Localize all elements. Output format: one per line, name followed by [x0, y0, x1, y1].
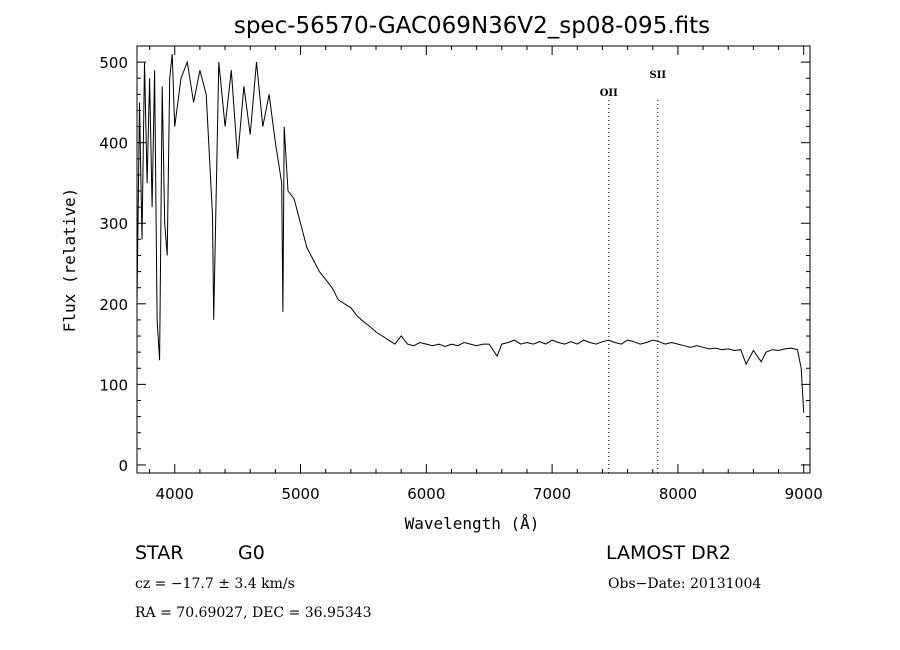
obs-date: Obs−Date: 20131004 — [608, 576, 762, 592]
y-axis-label: Flux (relative) — [60, 188, 79, 333]
spectrum-line — [136, 54, 805, 413]
plot-frame — [136, 45, 811, 474]
x-tick-label: 5000 — [281, 485, 319, 503]
y-tick-label: 0 — [118, 457, 128, 475]
x-tick-label: 9000 — [785, 485, 823, 503]
line-annotations: OII SII — [600, 70, 666, 473]
axis-ticks: 4000 5000 6000 7000 8000 9000 0 100 200 300 400 500 — [99, 46, 823, 503]
x-tick-label: 7000 — [533, 485, 571, 503]
redshift-cz: cz = −17.7 ± 3.4 km/s — [135, 576, 295, 592]
ra-dec: RA = 70.69027, DEC = 36.95343 — [135, 605, 372, 621]
annotation-label: OII — [600, 88, 618, 99]
y-tick-label: 500 — [99, 54, 128, 72]
y-tick-label: 400 — [99, 135, 128, 153]
chart-title: spec-56570-GAC069N36V2_sp08-095.fits — [234, 13, 710, 39]
y-tick-label: 100 — [99, 376, 128, 394]
x-axis-label: Wavelength (Å) — [405, 514, 540, 533]
x-tick-label: 8000 — [659, 485, 697, 503]
annotation-label: SII — [649, 70, 666, 81]
y-tick-label: 200 — [99, 296, 128, 314]
spectral-class: STAR — [135, 542, 184, 564]
x-tick-label: 4000 — [156, 485, 194, 503]
y-tick-label: 300 — [99, 215, 128, 233]
spectral-subclass: G0 — [238, 542, 265, 564]
x-tick-label: 6000 — [407, 485, 445, 503]
survey-label: LAMOST DR2 — [606, 542, 731, 564]
